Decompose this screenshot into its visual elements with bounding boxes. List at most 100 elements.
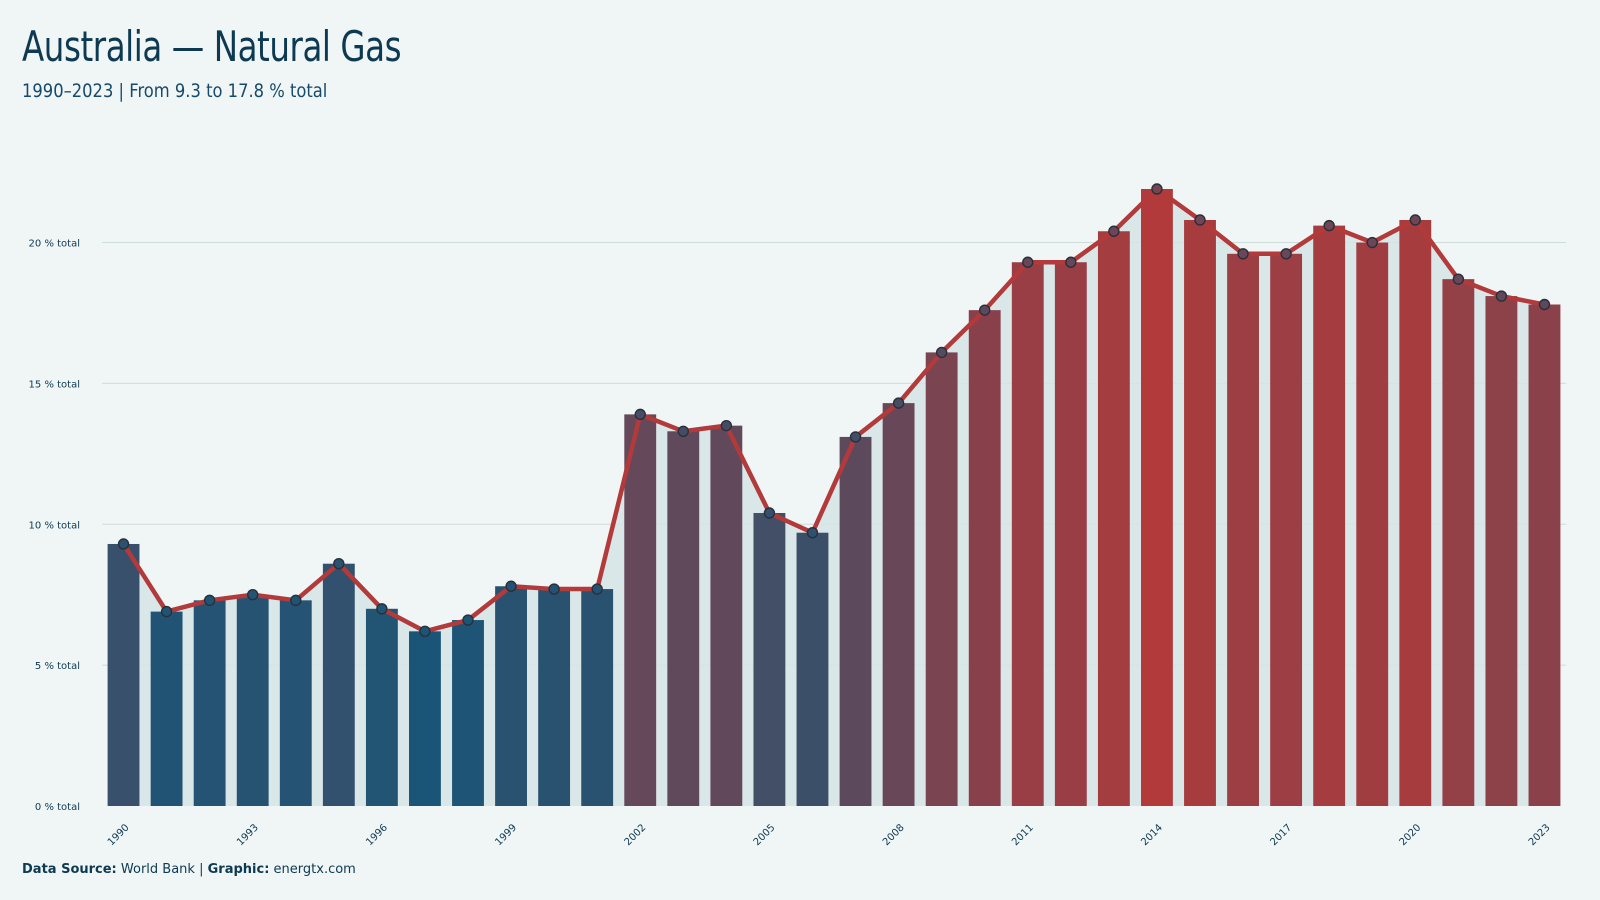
y-tick-label: 15 % total (29, 379, 80, 390)
point-2008[interactable] (892, 397, 905, 409)
y-tick-label: 20 % total (29, 239, 80, 250)
point-1991[interactable] (160, 605, 173, 618)
bar-2011[interactable] (1011, 262, 1044, 806)
bar-2001[interactable] (581, 589, 614, 806)
bar-2019[interactable] (1356, 242, 1389, 807)
point-2020[interactable] (1409, 214, 1421, 226)
bar-2016[interactable] (1227, 253, 1259, 806)
point-2009[interactable] (935, 346, 948, 359)
x-tick-label: 2023 (1527, 822, 1553, 848)
point-2007[interactable] (849, 431, 862, 443)
y-tick-label: 10 % total (29, 520, 80, 531)
point-2004[interactable] (720, 419, 733, 432)
bar-2017[interactable] (1270, 253, 1303, 806)
bar-1998[interactable] (452, 620, 484, 806)
bar-2018[interactable] (1313, 225, 1346, 807)
point-2000[interactable] (548, 583, 560, 595)
bar-2003[interactable] (667, 431, 700, 806)
footer-separator: | (199, 862, 204, 877)
point-2014[interactable] (1151, 183, 1163, 195)
point-1996[interactable] (376, 603, 388, 615)
bar-2010[interactable] (968, 310, 1001, 806)
chart-title: Australia — Natural Gas (22, 22, 402, 71)
point-2015[interactable] (1194, 214, 1206, 226)
bar-2000[interactable] (538, 589, 571, 806)
x-tick-label: 1999 (493, 822, 519, 848)
bar-2007[interactable] (839, 436, 872, 806)
point-2016[interactable] (1237, 248, 1249, 260)
graphic-value[interactable]: energtx.com (273, 862, 356, 877)
point-2021[interactable] (1452, 273, 1465, 285)
point-1997[interactable] (419, 625, 431, 638)
point-2017[interactable] (1280, 248, 1292, 260)
point-1998[interactable] (462, 614, 474, 626)
source-label: Data Source: (22, 862, 117, 877)
x-tick-label: 1996 (364, 822, 390, 848)
point-1994[interactable] (290, 594, 302, 607)
point-1990[interactable] (117, 538, 130, 550)
bar-1992[interactable] (193, 600, 226, 806)
point-2022[interactable] (1495, 290, 1508, 302)
bar-2002[interactable] (624, 414, 657, 806)
points (117, 183, 1551, 638)
point-2011[interactable] (1022, 256, 1034, 268)
bar-1997[interactable] (409, 631, 441, 806)
point-2012[interactable] (1065, 256, 1077, 268)
bar-1994[interactable] (279, 600, 312, 806)
x-tick-label: 2002 (623, 822, 649, 848)
bar-1993[interactable] (236, 594, 269, 806)
bar-2004[interactable] (710, 425, 743, 806)
chart-subtitle: 1990–2023 | From 9.3 to 17.8 % total (22, 80, 328, 102)
bar-2020[interactable] (1399, 219, 1432, 806)
graphic-label: Graphic: (207, 862, 270, 877)
y-tick-label: 5 % total (35, 661, 80, 672)
point-2001[interactable] (591, 583, 603, 595)
x-tick-label: 2014 (1139, 822, 1165, 848)
bar-2013[interactable] (1097, 231, 1130, 806)
bar-2009[interactable] (925, 352, 958, 806)
point-2002[interactable] (634, 408, 646, 421)
point-2005[interactable] (763, 507, 776, 519)
footer: Data Source: World Bank | Graphic: energ… (22, 862, 356, 877)
point-1993[interactable] (247, 588, 259, 601)
point-2006[interactable] (806, 527, 819, 539)
bar-2023[interactable] (1528, 304, 1561, 806)
bar-2015[interactable] (1184, 219, 1216, 806)
x-axis: 1990 1993 1996 1999 2002 2005 2008 2011 2014 2017… (106, 822, 1553, 848)
bar-2005[interactable] (753, 512, 786, 806)
x-tick-label: 1990 (106, 822, 132, 848)
series-line (121, 186, 1547, 634)
y-axis: 0 % total 5 % total 10 % total 15 % total 20… (29, 239, 80, 813)
point-2013[interactable] (1108, 225, 1120, 237)
bar-1995[interactable] (322, 563, 355, 806)
point-2018[interactable] (1323, 219, 1335, 232)
point-2023[interactable] (1538, 298, 1551, 311)
y-tick-label: 0 % total (35, 802, 80, 813)
x-tick-label: 1993 (235, 822, 261, 848)
bar-1999[interactable] (495, 586, 527, 806)
point-2003[interactable] (677, 425, 689, 437)
bar-1990[interactable] (107, 543, 140, 806)
point-1992[interactable] (203, 594, 216, 607)
x-tick-label: 2011 (1010, 822, 1036, 848)
bar-1996[interactable] (365, 608, 398, 806)
point-2010[interactable] (979, 304, 991, 316)
point-1999[interactable] (505, 580, 517, 592)
bar-2022[interactable] (1485, 296, 1518, 806)
bar-1991[interactable] (150, 611, 183, 806)
point-2019[interactable] (1366, 236, 1378, 249)
bars (107, 188, 1561, 807)
x-tick-label: 2005 (752, 822, 778, 848)
bar-2012[interactable] (1054, 262, 1087, 806)
bar-2008[interactable] (882, 403, 915, 806)
x-tick-label: 2020 (1398, 822, 1424, 848)
bar-2021[interactable] (1442, 279, 1475, 806)
point-1995[interactable] (333, 558, 345, 570)
source-value[interactable]: World Bank (120, 862, 195, 877)
trend-line (121, 186, 1547, 634)
bar-2006[interactable] (796, 532, 829, 806)
x-tick-label: 2008 (881, 822, 907, 848)
x-tick-label: 2017 (1268, 822, 1294, 848)
bar-2014[interactable] (1141, 188, 1173, 806)
